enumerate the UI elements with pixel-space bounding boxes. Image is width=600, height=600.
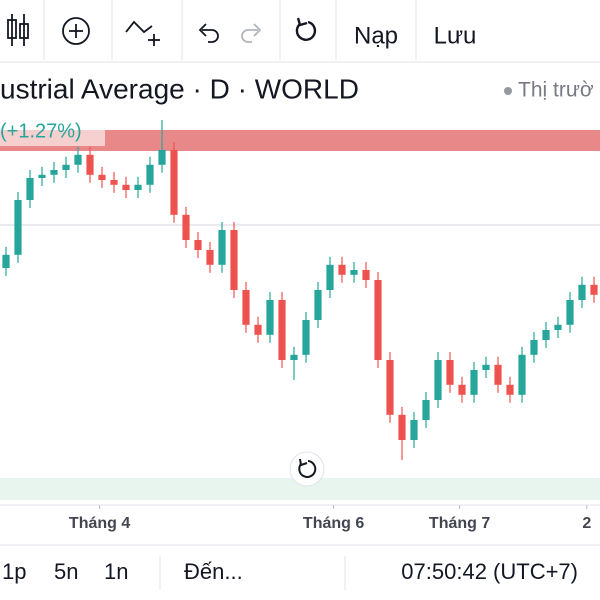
label-bg (0, 120, 105, 146)
candle-body (446, 360, 454, 385)
candle-body (542, 330, 550, 340)
candle-body (458, 384, 466, 395)
candle-body (506, 384, 514, 395)
zone (0, 130, 600, 151)
candle-body (434, 360, 442, 400)
interval[interactable]: 5n (54, 559, 78, 584)
candle-body (278, 300, 286, 360)
candle-body (590, 284, 598, 295)
reset-icon (298, 458, 317, 478)
interval[interactable]: 1p (2, 559, 26, 584)
x-tick-label: Tháng 6 (303, 515, 364, 532)
candle-body (170, 150, 178, 215)
redo[interactable] (241, 23, 262, 43)
candle-body (146, 164, 154, 185)
candle-body (242, 290, 250, 325)
candle-body (74, 154, 82, 165)
volume-band (0, 478, 600, 500)
candle-body (374, 280, 382, 360)
candle-body (386, 360, 394, 415)
candle-body (182, 214, 190, 240)
candle-body (98, 174, 106, 180)
candle-body (218, 230, 226, 265)
candle-body (554, 324, 562, 330)
candle-body (62, 164, 70, 170)
candle-body (422, 400, 430, 420)
candle-body (254, 324, 262, 335)
candle-body (230, 230, 238, 290)
candle-body (122, 184, 130, 190)
market-status: Thị trườ (518, 79, 594, 102)
toolbar (7, 0, 417, 60)
candle-body (482, 364, 490, 370)
candle-body (158, 150, 166, 165)
button-label[interactable]: Lưu (434, 22, 477, 49)
candle-body (26, 178, 34, 200)
candle-body (494, 364, 502, 385)
candle-body (110, 180, 118, 185)
symbol-title: ustrial Average · D · WORLD (0, 73, 359, 104)
button-label[interactable]: Nạp (354, 22, 398, 49)
candle-body (362, 270, 370, 280)
reset[interactable] (295, 17, 317, 41)
candle-body (530, 340, 538, 355)
change-label: (+1.27%) (0, 120, 82, 142)
candle-body (410, 420, 418, 440)
candle-body (266, 300, 274, 335)
candle-body (86, 154, 94, 175)
candle-body (2, 254, 10, 268)
candle-body (350, 270, 358, 275)
compare-icon[interactable] (125, 20, 160, 46)
candle-body (134, 184, 142, 190)
undo[interactable] (198, 23, 219, 43)
candle-body (470, 370, 478, 395)
candle-body (290, 354, 298, 360)
candle-body (398, 414, 406, 440)
candle-body (14, 200, 22, 255)
candle-body (302, 320, 310, 355)
x-tick-label: 2 (582, 515, 591, 532)
candle-body (38, 174, 46, 178)
candle-body (578, 284, 586, 300)
candle-body (338, 264, 346, 275)
interval[interactable]: 1n (104, 559, 128, 584)
candle-body (206, 250, 214, 265)
reset-chart[interactable] (289, 451, 325, 487)
candles-icon[interactable] (7, 14, 29, 46)
status-dot (504, 87, 512, 95)
add-indicator[interactable] (62, 17, 90, 45)
candle-body (326, 264, 334, 290)
go-to-range[interactable]: Đến... (184, 559, 243, 584)
candle-body (518, 354, 526, 395)
candle-body (194, 240, 202, 250)
x-tick-label: Tháng 7 (429, 515, 490, 532)
x-tick-label: Tháng 4 (69, 515, 130, 532)
candle-body (50, 170, 58, 175)
clock: 07:50:42 (UTC+7) (401, 559, 578, 584)
candle-body (314, 290, 322, 320)
candle-body (566, 300, 574, 325)
